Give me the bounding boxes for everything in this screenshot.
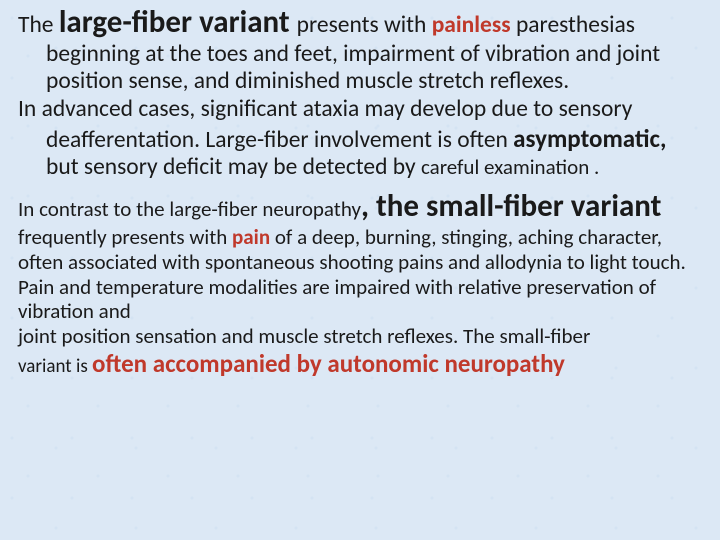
text-run: careful examination .: [421, 154, 599, 180]
text-run: joint position sensation and muscle stre…: [18, 323, 590, 349]
term-small-fiber-variant: , the small-fiber variant: [361, 187, 661, 225]
paragraph-small-fiber: In contrast to the large-fiber neuropath…: [18, 188, 702, 378]
term-asymptomatic: asymptomatic,: [513, 123, 666, 154]
text-run: frequently presents with: [18, 224, 232, 250]
term-autonomic-neuropathy: often accompanied by autonomic neuropath…: [92, 348, 565, 379]
text-run: variant is: [18, 355, 92, 378]
term-large-fiber-variant: large-fiber variant: [59, 3, 297, 41]
term-pain: pain: [232, 224, 270, 250]
text-run: In contrast to the large-fiber neuropath…: [18, 196, 361, 222]
text-run: but sensory deficit may be detected by: [46, 153, 421, 181]
text-run: presents with: [297, 11, 432, 39]
paragraph-large-fiber-advanced: In advanced cases, significant ataxia ma…: [18, 96, 702, 182]
term-painless: painless: [432, 11, 511, 39]
text-run: The: [18, 11, 59, 39]
paragraph-large-fiber-intro: The large-fiber variant presents with pa…: [18, 4, 702, 96]
